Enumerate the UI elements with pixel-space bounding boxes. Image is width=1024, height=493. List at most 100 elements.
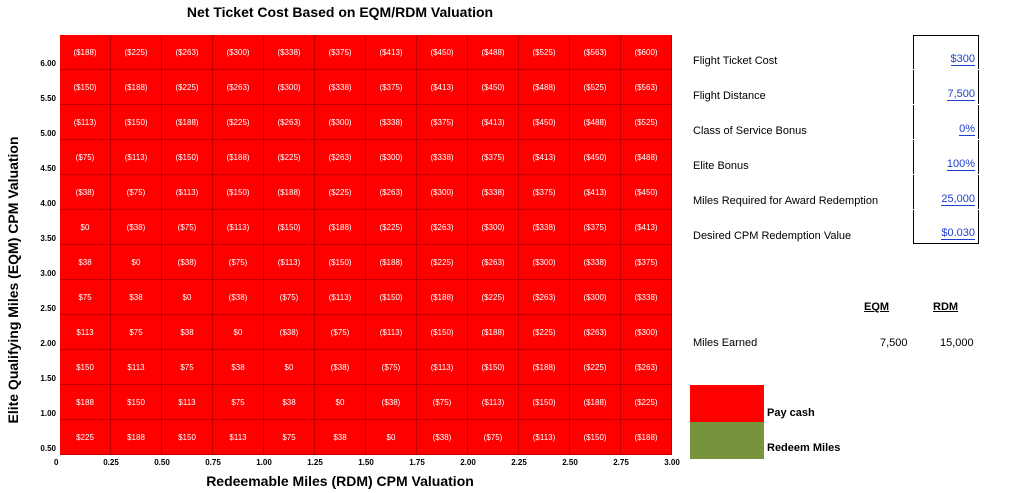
grid-cell[interactable]: ($38) <box>315 350 366 385</box>
grid-cell[interactable]: ($225) <box>111 35 162 70</box>
grid-cell[interactable]: ($338) <box>366 105 417 140</box>
grid-cell[interactable]: ($338) <box>621 280 672 315</box>
grid-cell[interactable]: $0 <box>60 210 111 245</box>
grid-cell[interactable]: $75 <box>111 315 162 350</box>
param-input-cell[interactable]: 7,500 <box>913 70 979 104</box>
grid-cell[interactable]: ($450) <box>417 35 468 70</box>
grid-cell[interactable]: ($300) <box>315 105 366 140</box>
grid-cell[interactable]: ($225) <box>570 350 621 385</box>
param-value[interactable]: 100% <box>946 158 975 171</box>
grid-cell[interactable]: ($413) <box>468 105 519 140</box>
grid-cell[interactable]: ($75) <box>213 245 264 280</box>
grid-cell[interactable]: ($225) <box>264 140 315 175</box>
grid-cell[interactable]: $38 <box>315 420 366 455</box>
grid-cell[interactable]: $0 <box>213 315 264 350</box>
grid-cell[interactable]: $225 <box>60 420 111 455</box>
grid-cell[interactable]: ($338) <box>468 175 519 210</box>
grid-cell[interactable]: ($188) <box>162 105 213 140</box>
grid-cell[interactable]: ($300) <box>519 245 570 280</box>
grid-cell[interactable]: ($75) <box>417 385 468 420</box>
grid-cell[interactable]: $0 <box>111 245 162 280</box>
grid-cell[interactable]: ($413) <box>366 35 417 70</box>
grid-cell[interactable]: ($38) <box>60 175 111 210</box>
param-value[interactable]: 0% <box>959 123 975 136</box>
param-value[interactable]: 7,500 <box>947 88 975 101</box>
grid-cell[interactable]: ($300) <box>366 140 417 175</box>
grid-cell[interactable]: ($188) <box>213 140 264 175</box>
param-input-cell[interactable]: $0.030 <box>913 210 979 244</box>
param-input-cell[interactable]: 0% <box>913 105 979 139</box>
grid-cell[interactable]: ($188) <box>111 70 162 105</box>
grid-cell[interactable]: ($338) <box>570 245 621 280</box>
grid-cell[interactable]: ($375) <box>621 245 672 280</box>
grid-cell[interactable]: ($375) <box>570 210 621 245</box>
grid-cell[interactable]: ($38) <box>366 385 417 420</box>
grid-cell[interactable]: ($113) <box>417 350 468 385</box>
param-value[interactable]: $300 <box>950 53 975 66</box>
grid-cell[interactable]: ($338) <box>315 70 366 105</box>
grid-cell[interactable]: ($75) <box>111 175 162 210</box>
grid-cell[interactable]: $113 <box>111 350 162 385</box>
grid-cell[interactable]: ($263) <box>213 70 264 105</box>
param-value[interactable]: 25,000 <box>941 193 975 206</box>
grid-cell[interactable]: ($300) <box>621 315 672 350</box>
grid-cell[interactable]: ($225) <box>366 210 417 245</box>
grid-cell[interactable]: ($225) <box>621 385 672 420</box>
grid-cell[interactable]: ($263) <box>468 245 519 280</box>
grid-cell[interactable]: $150 <box>111 385 162 420</box>
grid-cell[interactable]: $0 <box>315 385 366 420</box>
grid-cell[interactable]: ($150) <box>366 280 417 315</box>
grid-cell[interactable]: ($413) <box>570 175 621 210</box>
grid-cell[interactable]: ($150) <box>570 420 621 455</box>
grid-cell[interactable]: ($188) <box>264 175 315 210</box>
grid-cell[interactable]: ($375) <box>519 175 570 210</box>
grid-cell[interactable]: ($225) <box>162 70 213 105</box>
grid-cell[interactable]: ($375) <box>468 140 519 175</box>
grid-cell[interactable]: ($525) <box>621 105 672 140</box>
grid-cell[interactable]: $113 <box>60 315 111 350</box>
grid-cell[interactable]: ($113) <box>213 210 264 245</box>
grid-cell[interactable]: ($563) <box>570 35 621 70</box>
grid-cell[interactable]: ($75) <box>162 210 213 245</box>
grid-cell[interactable]: ($188) <box>519 350 570 385</box>
grid-cell[interactable]: ($450) <box>621 175 672 210</box>
grid-cell[interactable]: $38 <box>162 315 213 350</box>
grid-cell[interactable]: ($300) <box>213 35 264 70</box>
grid-cell[interactable]: ($225) <box>213 105 264 140</box>
grid-cell[interactable]: ($263) <box>417 210 468 245</box>
grid-cell[interactable]: $38 <box>111 280 162 315</box>
grid-cell[interactable]: ($375) <box>417 105 468 140</box>
grid-cell[interactable]: ($188) <box>315 210 366 245</box>
grid-cell[interactable]: ($150) <box>315 245 366 280</box>
grid-cell[interactable]: ($488) <box>621 140 672 175</box>
grid-cell[interactable]: $38 <box>60 245 111 280</box>
grid-cell[interactable]: ($263) <box>570 315 621 350</box>
grid-cell[interactable]: ($75) <box>264 280 315 315</box>
grid-cell[interactable]: ($488) <box>468 35 519 70</box>
grid-cell[interactable]: ($113) <box>264 245 315 280</box>
grid-cell[interactable]: ($263) <box>162 35 213 70</box>
grid-cell[interactable]: ($150) <box>60 70 111 105</box>
grid-cell[interactable]: ($150) <box>213 175 264 210</box>
grid-cell[interactable]: ($300) <box>417 175 468 210</box>
grid-cell[interactable]: ($38) <box>162 245 213 280</box>
grid-cell[interactable]: ($225) <box>468 280 519 315</box>
grid-cell[interactable]: ($113) <box>60 105 111 140</box>
grid-cell[interactable]: ($225) <box>417 245 468 280</box>
grid-cell[interactable]: ($188) <box>60 35 111 70</box>
grid-cell[interactable]: ($188) <box>366 245 417 280</box>
grid-cell[interactable]: ($225) <box>315 175 366 210</box>
grid-cell[interactable]: ($75) <box>366 350 417 385</box>
grid-cell[interactable]: ($150) <box>111 105 162 140</box>
grid-cell[interactable]: ($263) <box>366 175 417 210</box>
grid-cell[interactable]: ($263) <box>621 350 672 385</box>
grid-cell[interactable]: ($488) <box>519 70 570 105</box>
grid-cell[interactable]: $150 <box>162 420 213 455</box>
grid-cell[interactable]: $113 <box>213 420 264 455</box>
grid-cell[interactable]: ($38) <box>213 280 264 315</box>
grid-cell[interactable]: $113 <box>162 385 213 420</box>
grid-cell[interactable]: ($113) <box>111 140 162 175</box>
grid-cell[interactable]: ($75) <box>468 420 519 455</box>
param-value[interactable]: $0.030 <box>941 227 975 240</box>
grid-cell[interactable]: $38 <box>213 350 264 385</box>
